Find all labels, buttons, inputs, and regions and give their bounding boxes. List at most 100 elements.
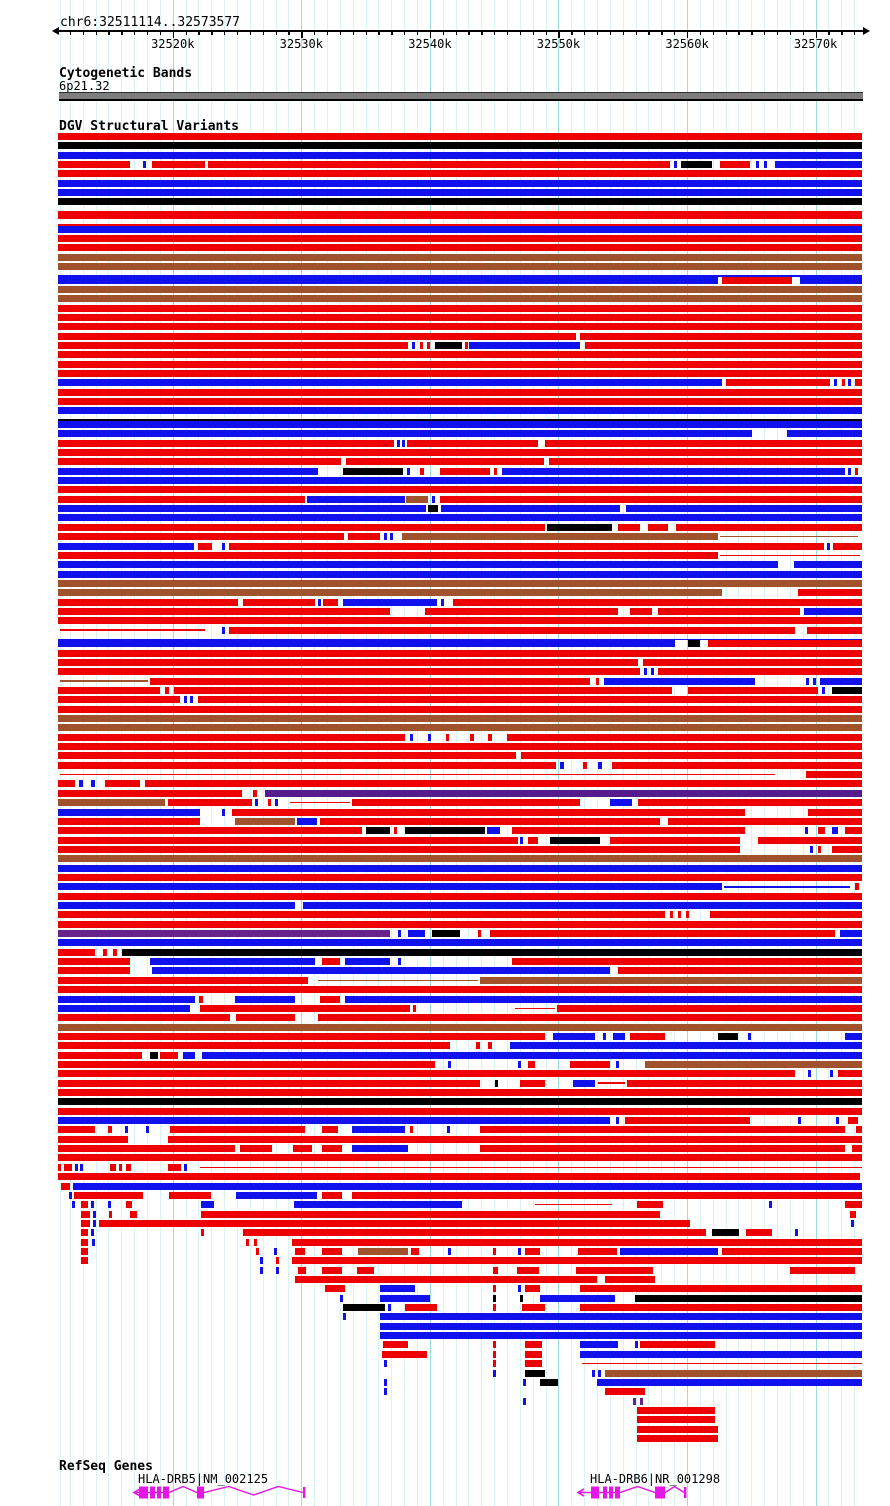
variant-bar[interactable] bbox=[633, 1397, 636, 1405]
variant-bar[interactable] bbox=[58, 224, 862, 226]
variant-bar[interactable] bbox=[832, 827, 838, 835]
variant-bar[interactable] bbox=[292, 1257, 862, 1265]
variant-bar[interactable] bbox=[58, 1023, 862, 1031]
variant-bar[interactable] bbox=[58, 789, 242, 797]
variant-bar[interactable] bbox=[550, 836, 600, 844]
variant-bar[interactable] bbox=[605, 1276, 655, 1283]
variant-bar[interactable] bbox=[81, 1257, 88, 1265]
variant-bar[interactable] bbox=[343, 1313, 346, 1321]
variant-bar[interactable] bbox=[58, 133, 862, 140]
variant-bar[interactable] bbox=[58, 212, 862, 219]
variant-bar[interactable] bbox=[658, 668, 862, 676]
variant-bar[interactable] bbox=[712, 1229, 739, 1237]
variant-bar[interactable] bbox=[58, 1070, 795, 1078]
variant-bar[interactable] bbox=[420, 341, 423, 349]
variant-bar[interactable] bbox=[842, 379, 845, 387]
variant-bar[interactable] bbox=[822, 686, 825, 694]
variant-bar[interactable] bbox=[275, 799, 278, 807]
variant-bar[interactable] bbox=[576, 1266, 653, 1274]
variant-bar[interactable] bbox=[580, 1285, 862, 1293]
variant-bar[interactable] bbox=[493, 1266, 498, 1274]
variant-bar[interactable] bbox=[605, 1388, 645, 1396]
variant-bar[interactable] bbox=[58, 607, 390, 615]
variant-bar[interactable] bbox=[58, 1135, 128, 1143]
variant-bar[interactable] bbox=[58, 225, 862, 233]
variant-bar[interactable] bbox=[582, 1362, 862, 1365]
variant-bar[interactable] bbox=[658, 607, 800, 615]
variant-bar[interactable] bbox=[769, 1201, 772, 1209]
variant-bar[interactable] bbox=[58, 570, 862, 578]
variant-bar[interactable] bbox=[58, 1032, 545, 1040]
variant-bar[interactable] bbox=[58, 995, 195, 1003]
variant-bar[interactable] bbox=[523, 1397, 526, 1405]
variant-bar[interactable] bbox=[352, 1145, 408, 1153]
variant-bar[interactable] bbox=[345, 995, 862, 1003]
variant-bar[interactable] bbox=[605, 1369, 862, 1377]
variant-bar[interactable] bbox=[357, 1266, 374, 1274]
variant-bar[interactable] bbox=[81, 1219, 90, 1227]
variant-bar[interactable] bbox=[494, 467, 497, 475]
gene-exon[interactable] bbox=[139, 1486, 148, 1499]
variant-bar[interactable] bbox=[58, 780, 75, 788]
variant-bar[interactable] bbox=[276, 1257, 279, 1265]
variant-bar[interactable] bbox=[810, 845, 813, 853]
variant-bar[interactable] bbox=[294, 1201, 462, 1209]
variant-bar[interactable] bbox=[596, 677, 599, 685]
variant-bar[interactable] bbox=[722, 276, 792, 284]
variant-bar[interactable] bbox=[440, 495, 862, 503]
variant-bar[interactable] bbox=[845, 1032, 862, 1040]
variant-bar[interactable] bbox=[806, 677, 809, 685]
variant-bar[interactable] bbox=[553, 1032, 595, 1040]
variant-bar[interactable] bbox=[855, 379, 862, 387]
variant-bar[interactable] bbox=[126, 1163, 131, 1171]
variant-bar[interactable] bbox=[58, 285, 862, 293]
gene-exon[interactable] bbox=[157, 1486, 161, 1499]
variant-bar[interactable] bbox=[110, 1163, 116, 1171]
variant-bar[interactable] bbox=[808, 808, 862, 816]
variant-bar[interactable] bbox=[58, 715, 862, 722]
variant-bar[interactable] bbox=[405, 1304, 437, 1312]
variant-bar[interactable] bbox=[795, 1229, 798, 1237]
variant-bar[interactable] bbox=[200, 1004, 410, 1012]
variant-bar[interactable] bbox=[852, 1145, 862, 1153]
variant-bar[interactable] bbox=[383, 1341, 408, 1349]
variant-bar[interactable] bbox=[58, 505, 426, 513]
variant-bar[interactable] bbox=[465, 341, 468, 349]
variant-bar[interactable] bbox=[637, 1416, 715, 1424]
variant-bar[interactable] bbox=[480, 1145, 845, 1153]
variant-bar[interactable] bbox=[58, 276, 718, 284]
gene-exon[interactable] bbox=[655, 1486, 665, 1499]
variant-bar[interactable] bbox=[58, 323, 862, 331]
variant-bar[interactable] bbox=[58, 589, 722, 597]
variant-bar[interactable] bbox=[612, 761, 862, 769]
variant-bar[interactable] bbox=[493, 1350, 496, 1358]
variant-bar[interactable] bbox=[520, 1079, 545, 1087]
variant-bar[interactable] bbox=[322, 958, 340, 966]
variant-bar[interactable] bbox=[58, 407, 862, 415]
variant-bar[interactable] bbox=[58, 827, 362, 835]
variant-bar[interactable] bbox=[637, 1201, 663, 1209]
variant-bar[interactable] bbox=[274, 1247, 277, 1255]
variant-bar[interactable] bbox=[493, 1341, 496, 1349]
variant-bar[interactable] bbox=[592, 1369, 595, 1377]
variant-bar[interactable] bbox=[298, 1266, 306, 1274]
variant-bar[interactable] bbox=[578, 1247, 617, 1255]
variant-bar[interactable] bbox=[58, 388, 862, 396]
variant-bar[interactable] bbox=[60, 680, 148, 682]
variant-bar[interactable] bbox=[322, 1266, 342, 1274]
gene-exon[interactable] bbox=[197, 1486, 204, 1499]
variant-bar[interactable] bbox=[488, 1042, 492, 1050]
variant-bar[interactable] bbox=[407, 467, 410, 475]
variant-bar[interactable] bbox=[58, 724, 862, 732]
variant-bar[interactable] bbox=[58, 370, 862, 377]
variant-bar[interactable] bbox=[512, 827, 745, 835]
variant-bar[interactable] bbox=[352, 1191, 862, 1199]
variant-bar[interactable] bbox=[394, 827, 397, 835]
variant-bar[interactable] bbox=[152, 967, 610, 975]
variant-bar[interactable] bbox=[720, 535, 858, 538]
variant-bar[interactable] bbox=[165, 686, 169, 694]
variant-bar[interactable] bbox=[428, 733, 431, 741]
variant-bar[interactable] bbox=[447, 1126, 450, 1134]
variant-bar[interactable] bbox=[718, 1032, 738, 1040]
variant-bar[interactable] bbox=[58, 1163, 61, 1171]
